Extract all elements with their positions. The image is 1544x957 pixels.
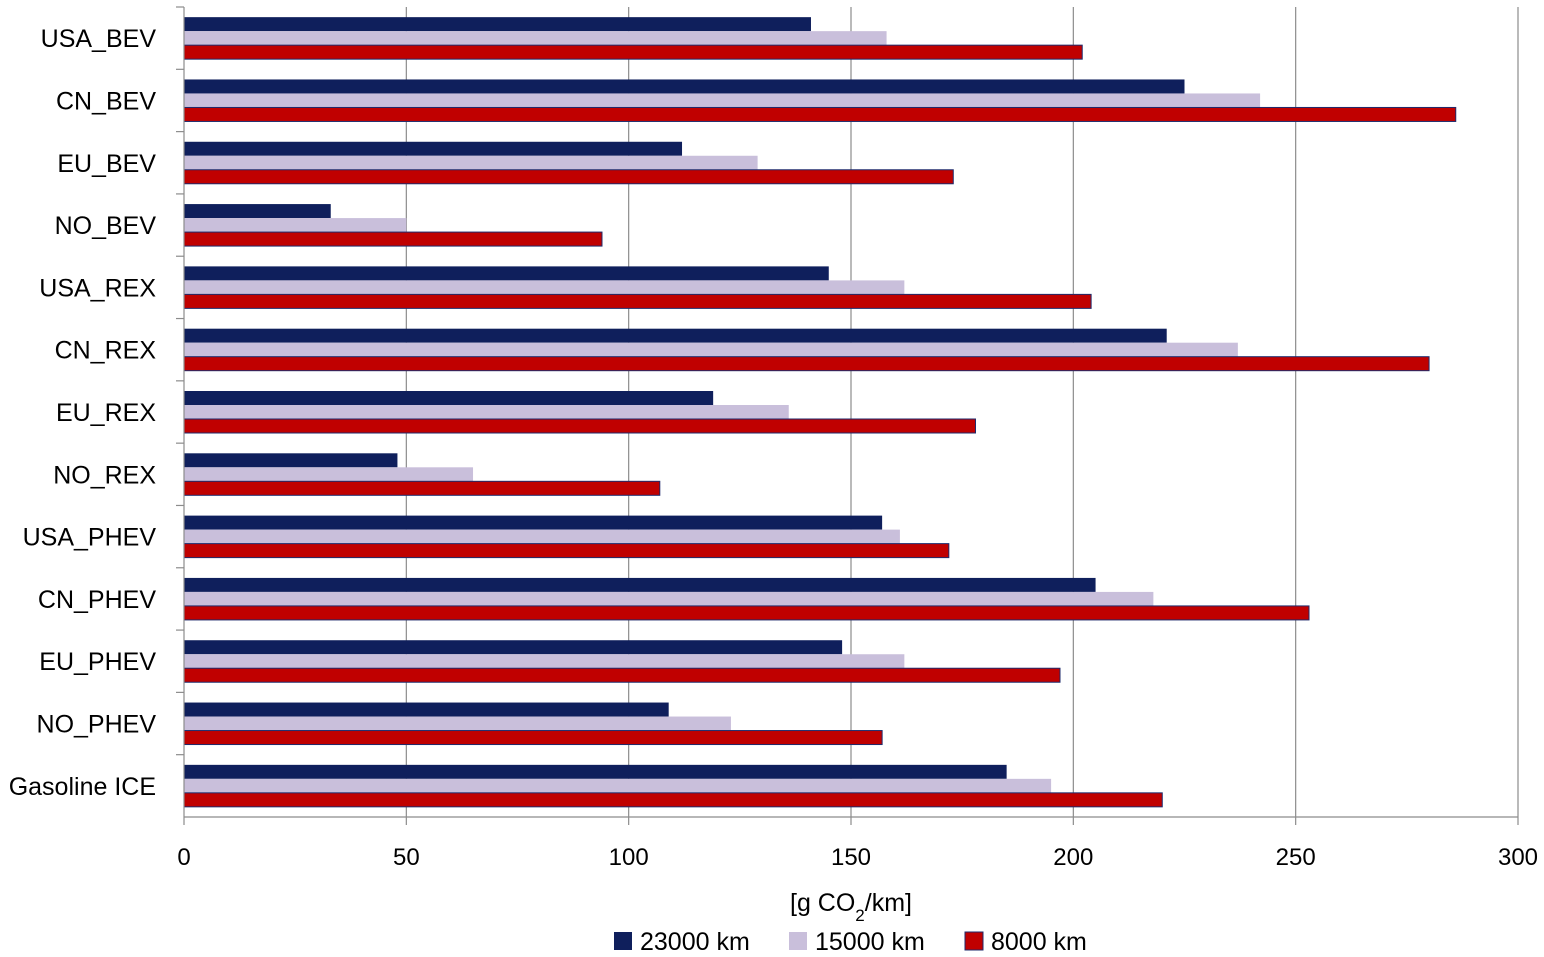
legend-swatch xyxy=(964,931,984,951)
legend-label: 15000 km xyxy=(815,928,925,956)
category-label: EU_BEV xyxy=(57,150,156,178)
bar xyxy=(184,155,758,170)
bar xyxy=(183,231,603,247)
bar xyxy=(184,79,1185,94)
category-label: CN_REX xyxy=(55,337,157,365)
axes xyxy=(176,6,1519,825)
bar xyxy=(184,328,1167,343)
x-tick-label: 50 xyxy=(393,844,420,871)
bar xyxy=(183,480,661,496)
bar xyxy=(183,667,1061,683)
bar xyxy=(184,515,883,530)
bar xyxy=(184,453,398,468)
bar xyxy=(184,17,811,32)
legend-swatch xyxy=(614,932,632,950)
bars xyxy=(183,17,1457,808)
category-label: NO_PHEV xyxy=(37,711,157,739)
category-label: EU_PHEV xyxy=(39,648,156,676)
bar xyxy=(184,654,905,669)
bar xyxy=(183,605,1310,621)
bar xyxy=(184,405,789,419)
bar xyxy=(183,543,950,559)
category-label: USA_BEV xyxy=(41,25,157,53)
bar xyxy=(184,204,331,219)
legend-label: 8000 km xyxy=(991,928,1087,956)
category-label: USA_REX xyxy=(39,274,156,302)
x-axis-title-suffix: /km] xyxy=(865,889,912,917)
category-label: CN_BEV xyxy=(56,87,156,115)
bar xyxy=(184,342,1238,357)
bar xyxy=(184,764,1007,779)
bar xyxy=(183,792,1163,808)
bar xyxy=(184,577,1096,592)
bar xyxy=(183,169,954,185)
bar xyxy=(184,391,714,405)
legend-swatch xyxy=(789,932,807,950)
bar xyxy=(184,31,887,46)
bar xyxy=(183,356,1430,372)
bar xyxy=(183,106,1457,122)
x-tick-label: 0 xyxy=(177,844,190,871)
bar xyxy=(184,716,731,731)
x-axis-title: [g CO2/km] xyxy=(790,889,912,925)
bar xyxy=(184,280,905,295)
x-axis-title-subscript: 2 xyxy=(855,906,864,925)
bar xyxy=(184,702,669,717)
bar xyxy=(184,141,683,156)
legend-label: 23000 km xyxy=(640,928,750,956)
category-label: NO_REX xyxy=(53,461,156,489)
x-tick-labels: 0 50 100 150 200 250 300 xyxy=(177,844,1538,871)
x-tick-label: 150 xyxy=(831,844,871,871)
bar xyxy=(184,93,1261,108)
bar xyxy=(183,730,883,746)
category-labels: USA_BEV CN_BEV EU_BEV NO_BEV USA_REX CN_REX EU… xyxy=(9,25,157,801)
bar xyxy=(184,640,843,655)
bar xyxy=(183,44,1083,60)
bar xyxy=(184,467,474,482)
bar xyxy=(184,529,900,544)
x-tick-label: 300 xyxy=(1498,844,1538,871)
x-axis-title-prefix: [g CO xyxy=(790,889,855,917)
category-label: CN_PHEV xyxy=(38,586,156,614)
bar xyxy=(183,418,977,434)
category-label: USA_PHEV xyxy=(23,524,157,552)
x-tick-label: 200 xyxy=(1053,844,1093,871)
category-label: EU_REX xyxy=(56,399,156,427)
bar xyxy=(184,591,1154,606)
legend: 23000 km 15000 km 8000 km xyxy=(614,928,1087,956)
x-tick-label: 100 xyxy=(609,844,649,871)
bar xyxy=(184,266,829,281)
x-tick-label: 250 xyxy=(1276,844,1316,871)
bar xyxy=(184,778,1052,793)
bar xyxy=(183,293,1092,309)
category-label: Gasoline ICE xyxy=(9,773,156,801)
category-label: NO_BEV xyxy=(55,212,157,240)
bar xyxy=(184,218,407,233)
